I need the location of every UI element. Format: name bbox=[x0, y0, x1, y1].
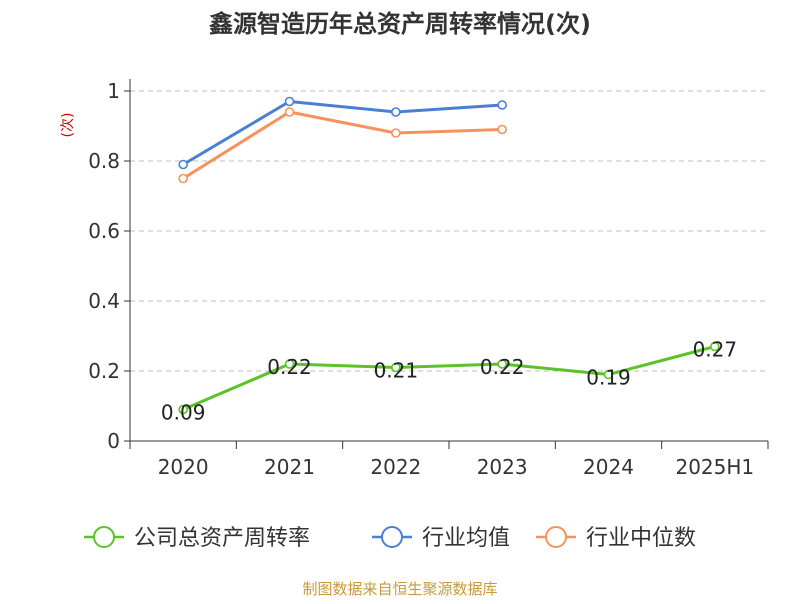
axes: 0 0.2 0.4 0.6 0.8 1 2020 2021 2022 2023 2024 2025H1 bbox=[88, 79, 769, 479]
y-tick-label: 0.6 bbox=[88, 219, 120, 243]
data-point bbox=[603, 369, 614, 380]
x-tick-label: 2025H1 bbox=[675, 455, 754, 479]
legend-marker bbox=[545, 526, 567, 548]
data-label: 0.21 bbox=[374, 359, 419, 383]
legend-label: 公司总资产周转率 bbox=[134, 526, 310, 551]
y-tick-label: 1 bbox=[107, 79, 120, 103]
data-point bbox=[178, 404, 188, 415]
x-tick-label: 2020 bbox=[158, 455, 209, 479]
legend-label: 行业中位数 bbox=[586, 526, 696, 551]
x-tick-label: 2021 bbox=[264, 455, 315, 479]
legend-marker bbox=[381, 526, 403, 548]
data-point bbox=[391, 362, 401, 373]
y-tick-label: 0 bbox=[107, 429, 120, 453]
data-label: 0.22 bbox=[267, 355, 312, 379]
data-label: 0.22 bbox=[480, 355, 525, 379]
chart-title: 鑫源智造历年总资产周转率情况(次) bbox=[209, 10, 591, 38]
legend-item[interactable]: 公司总资产周转率 bbox=[84, 526, 310, 551]
x-tick-label: 2024 bbox=[583, 455, 634, 479]
data-point bbox=[497, 100, 507, 110]
y-tick-label: 0.4 bbox=[88, 289, 120, 313]
legend-item[interactable]: 行业均值 bbox=[372, 526, 510, 551]
series-lines bbox=[178, 96, 720, 415]
data-point bbox=[284, 359, 295, 369]
data-point bbox=[178, 159, 188, 170]
y-axis-label: (次) bbox=[60, 113, 76, 138]
data-label: 0.09 bbox=[161, 401, 206, 425]
series-line bbox=[182, 100, 503, 166]
data-point bbox=[391, 128, 401, 138]
x-tick-label: 2022 bbox=[370, 455, 421, 479]
data-label: 0.27 bbox=[693, 338, 738, 362]
legend-item[interactable]: 行业中位数 bbox=[536, 526, 696, 551]
series-line bbox=[182, 110, 503, 180]
data-point bbox=[284, 107, 295, 117]
data-point bbox=[710, 341, 720, 352]
data-label: 0.19 bbox=[586, 366, 631, 390]
legend[interactable]: 公司总资产周转率 行业均值 行业中位数 bbox=[84, 526, 696, 551]
data-labels: 0.09 0.22 0.21 0.22 0.19 0.27 bbox=[161, 338, 737, 425]
legend-marker bbox=[93, 526, 115, 548]
data-point bbox=[497, 124, 507, 135]
series-line bbox=[182, 345, 716, 411]
y-tick-label: 0.2 bbox=[88, 359, 120, 383]
data-point bbox=[497, 359, 507, 369]
data-point bbox=[391, 107, 401, 117]
data-point bbox=[178, 173, 188, 184]
legend-label: 行业均值 bbox=[422, 526, 510, 551]
y-tick-label: 0.8 bbox=[88, 149, 120, 173]
source-note: 制图数据来自恒生聚源数据库 bbox=[302, 580, 497, 598]
data-point bbox=[284, 96, 295, 107]
grid-lines bbox=[130, 90, 768, 372]
x-tick-label: 2023 bbox=[477, 455, 528, 479]
